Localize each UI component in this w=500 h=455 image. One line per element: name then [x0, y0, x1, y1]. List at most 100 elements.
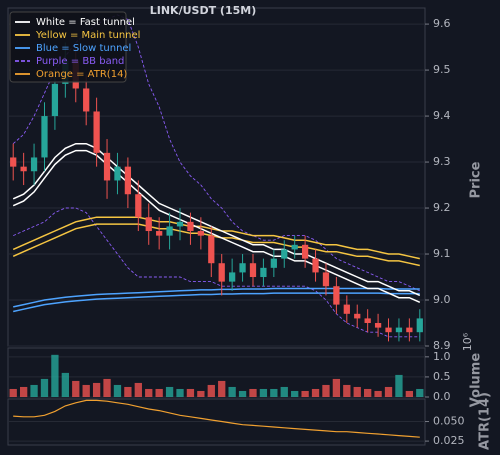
y-tick-label: 9.5: [433, 63, 451, 76]
candle-body: [416, 318, 423, 333]
overlay-line: [12, 149, 421, 303]
y-tick-label: 0.0: [433, 390, 451, 403]
candle-body: [333, 286, 340, 305]
volume-bar: [322, 384, 330, 397]
candle-body: [249, 263, 257, 278]
volume-bar: [270, 388, 278, 397]
candle-body: [322, 272, 330, 287]
candle-body: [93, 111, 100, 153]
volume-bar: [165, 386, 174, 397]
y-tick-label: 9.6: [433, 17, 451, 30]
volume-bar: [405, 390, 414, 397]
volume-bar: [51, 354, 59, 397]
y-tick-label: 0.050: [433, 415, 465, 428]
volume-bar: [92, 382, 101, 397]
volume-bar: [332, 378, 341, 397]
volume-bar: [30, 384, 38, 397]
volume-panel: [7, 347, 426, 398]
legend-label: Blue = Slow tunnel: [36, 43, 131, 54]
volume-bar: [186, 388, 195, 397]
atr-axis-title: ATR(14): [478, 392, 493, 450]
candle-body: [343, 304, 350, 314]
chart-title: LINK/USDT (15M): [150, 4, 256, 17]
y-tick-label: 9.0: [433, 293, 451, 306]
candle-body: [312, 258, 319, 273]
candle-body: [270, 258, 277, 268]
volume-bar: [364, 388, 372, 397]
volume-bar: [259, 388, 268, 397]
candle-body: [281, 249, 288, 259]
volume-bar: [9, 388, 17, 397]
volume-bar: [374, 390, 382, 397]
candle-body: [218, 263, 225, 282]
overlay-line: [12, 142, 421, 297]
candle-body: [51, 83, 59, 117]
y-tick-label: 9.1: [433, 247, 451, 260]
candle-body: [156, 231, 163, 236]
candle-body: [103, 152, 111, 181]
overlay-line: [13, 207, 420, 338]
candle-body: [354, 313, 361, 319]
volume-bar: [228, 386, 236, 397]
candle-body: [83, 88, 90, 112]
legend-label: Purple = BB band: [36, 56, 124, 67]
volume-bar: [238, 390, 247, 397]
candle-body: [260, 267, 267, 278]
overlay-line: [13, 292, 420, 313]
y-tick-label: 9.3: [433, 155, 451, 168]
y-tick-label: 0.025: [433, 434, 465, 447]
candle-body: [20, 166, 27, 172]
volume-bar: [82, 384, 90, 397]
volume-bar: [19, 386, 28, 397]
legend-label: Orange = ATR(14): [36, 69, 127, 80]
volume-bar: [134, 382, 142, 397]
volume-bar: [301, 390, 309, 397]
volume-bar: [384, 386, 393, 397]
candle-body: [176, 221, 184, 227]
y-tick-label: 9.2: [433, 201, 451, 214]
candle-body: [301, 244, 309, 259]
legend: White = Fast tunnel Yellow = Main tunnel B…: [15, 17, 140, 80]
candle-body: [291, 244, 298, 250]
atr-line: [13, 399, 420, 438]
volume-bar: [416, 388, 424, 397]
candle-body: [229, 272, 236, 282]
y-tick-label: 0.5: [433, 370, 451, 383]
volume-bar: [145, 388, 153, 397]
candle-body: [166, 226, 173, 236]
candle-body: [406, 327, 413, 333]
volume-bar: [40, 378, 49, 397]
candle-body: [30, 157, 38, 172]
volume-bar: [353, 386, 361, 397]
volume-bar: [218, 380, 226, 397]
candle-body: [41, 116, 48, 158]
legend-box: [9, 11, 127, 83]
candle-body: [187, 221, 194, 232]
candle-body: [239, 263, 246, 273]
volume-bar: [197, 390, 205, 397]
volume-bar: [207, 384, 215, 397]
candle-body: [385, 327, 392, 333]
volume-exponent: 10⁶: [461, 332, 474, 351]
candle-body: [124, 166, 132, 195]
overlay-line: [13, 287, 420, 308]
candle-body: [208, 235, 215, 264]
volume-bar: [291, 390, 299, 397]
candle-body: [374, 323, 382, 328]
volume-bar: [155, 388, 163, 397]
volume-bar: [72, 380, 80, 397]
candle-body: [10, 157, 17, 167]
candle-body: [364, 318, 371, 324]
y-tick-label: 1.0: [433, 350, 451, 363]
volume-bar: [176, 388, 184, 397]
volume-bar: [61, 372, 69, 397]
overlay-line: [12, 216, 420, 260]
volume-bar: [113, 384, 122, 397]
candle-body: [395, 327, 403, 333]
y-axis-title: Price: [469, 161, 484, 198]
volume-bar: [124, 386, 132, 397]
volume-bar: [395, 374, 403, 397]
y-tick-label: 9.4: [433, 109, 451, 122]
volume-bar: [103, 378, 111, 397]
